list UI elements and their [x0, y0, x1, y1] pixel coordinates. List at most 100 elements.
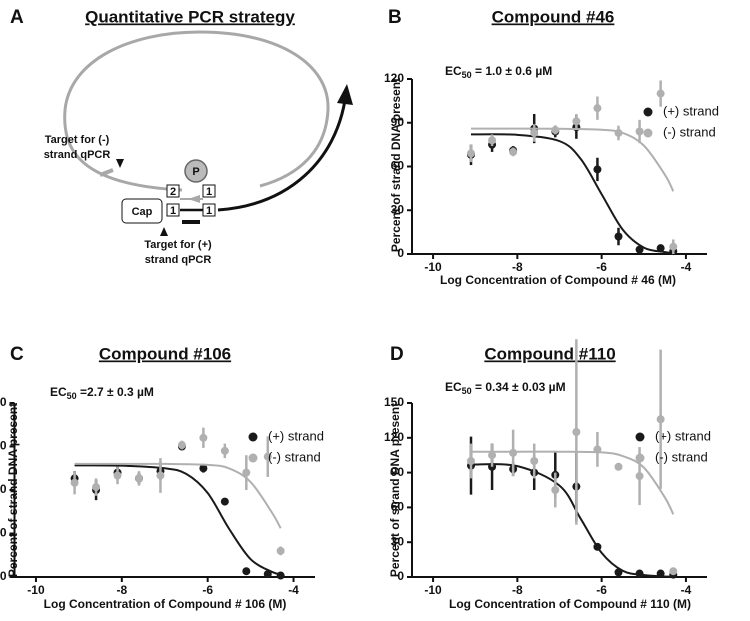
x-axis-label: Log Concentration of Compound # 106 (M) [44, 597, 287, 611]
data-point [635, 127, 644, 136]
data-point [488, 451, 497, 460]
chart-title: Compound #110 [484, 344, 615, 363]
fit-curve [470, 127, 675, 192]
data-point [530, 457, 539, 465]
data-point [488, 136, 497, 145]
data-point [635, 245, 644, 254]
data-point [656, 569, 665, 578]
promoter [184, 159, 208, 183]
fit-curve [470, 133, 674, 254]
data-point [614, 128, 623, 137]
data-point [593, 165, 602, 174]
data-point [199, 464, 208, 473]
y-axis-label: Percent of strand DNA present [388, 403, 402, 577]
y-tick-label: 60 [391, 500, 405, 514]
data-point [530, 128, 539, 137]
data-point [220, 497, 229, 506]
box [166, 184, 180, 198]
annotation-label: EC [50, 385, 67, 399]
legend-label: (+) strand [655, 428, 711, 443]
fit-curve [74, 462, 282, 529]
legend-label: (-) strand [268, 449, 321, 464]
y-tick-label: 30 [391, 534, 405, 548]
data-point [614, 568, 623, 577]
x-tick-label: -6 [202, 583, 213, 597]
arrowhead [337, 84, 353, 105]
annotation-sub: 50 [462, 70, 472, 80]
chart: C Compound #106 EC50 =2.7 ± 0.3 µM -10 -8 -6 -… [0, 344, 324, 611]
fit-curve [470, 463, 674, 578]
data-point [656, 244, 665, 253]
cap-box [121, 198, 163, 224]
annotation-text: = 0.34 ± 0.03 µM [472, 380, 566, 394]
y-tick-label: 30 [391, 202, 405, 216]
annotation: EC50 =2.7 ± 0.3 µM [50, 385, 154, 401]
annotation-label: EC [445, 380, 462, 394]
data-point [263, 570, 272, 579]
panel-letter: B [388, 7, 402, 28]
y-tick-label: 90 [0, 439, 7, 453]
data-point [467, 149, 475, 158]
data-point [92, 483, 101, 492]
fit-curve [471, 450, 675, 515]
y-tick-label: 120 [384, 430, 404, 444]
data-point [177, 441, 186, 450]
diagram-label: strand qPCR [145, 254, 212, 266]
data-point [509, 147, 518, 156]
x-axis-label: Log Concentration of Compound # 110 (M) [449, 597, 691, 611]
data-point [242, 468, 251, 477]
chart-title: Compound #46 [492, 7, 615, 26]
y-tick-label: 120 [384, 71, 404, 85]
diagram-label: P [192, 166, 199, 178]
x-tick-label: -8 [512, 260, 523, 274]
data-point [263, 452, 272, 461]
legend-marker [248, 432, 258, 442]
annotation-sub: 50 [462, 386, 472, 396]
data-point [509, 448, 518, 457]
legend-label: (+) strand [663, 103, 719, 118]
data-point [635, 472, 644, 481]
y-tick-label: 0 [0, 569, 7, 583]
data-point [220, 446, 229, 455]
diagram-label: Target for (-) [45, 134, 110, 146]
data-point [572, 428, 581, 436]
diagram-label: 1 [206, 205, 212, 217]
y-axis-label: Percent of strand DNA present [6, 403, 20, 577]
data-point [276, 571, 285, 580]
panel-letter: A [10, 7, 24, 28]
legend-label: (-) strand [655, 449, 708, 464]
diagram-label: strand qPCR [44, 149, 111, 161]
data-point [593, 445, 602, 454]
x-tick-label: -6 [596, 260, 607, 274]
legend-marker [248, 453, 258, 463]
data-point [572, 117, 581, 126]
data-point [614, 232, 623, 241]
x-axis-label: Log Concentration of Compound # 46 (M) [440, 273, 676, 287]
diagram-label: Target for (+) [144, 239, 212, 251]
panel-letter: D [390, 344, 404, 365]
data-point [551, 486, 560, 494]
chart: D Compound #110 EC50 = 0.34 ± 0.03 µM -10 -8… [384, 339, 711, 611]
x-tick-label: -8 [512, 583, 523, 597]
minus-target-mark [99, 168, 114, 177]
diagram-label: Cap [132, 206, 153, 218]
data-point [199, 433, 208, 442]
diagram-title: Quantitative PCR strategy [85, 7, 295, 26]
legend-marker [643, 107, 653, 117]
legend-label: (-) strand [663, 124, 716, 139]
data-point [276, 546, 285, 555]
diagram-label: 2 [170, 186, 176, 198]
annotation-sub: 50 [67, 391, 77, 401]
chart-title: Compound #106 [99, 344, 231, 363]
y-tick-label: 0 [397, 569, 404, 583]
x-tick-label: -10 [424, 583, 442, 597]
legend-marker [635, 432, 645, 442]
box [202, 184, 216, 198]
pointer [116, 159, 124, 168]
data-point [656, 415, 665, 424]
x-tick-label: -4 [681, 583, 692, 597]
y-tick-label: 90 [391, 115, 405, 129]
data-point [669, 242, 678, 251]
legend-marker [643, 128, 653, 138]
